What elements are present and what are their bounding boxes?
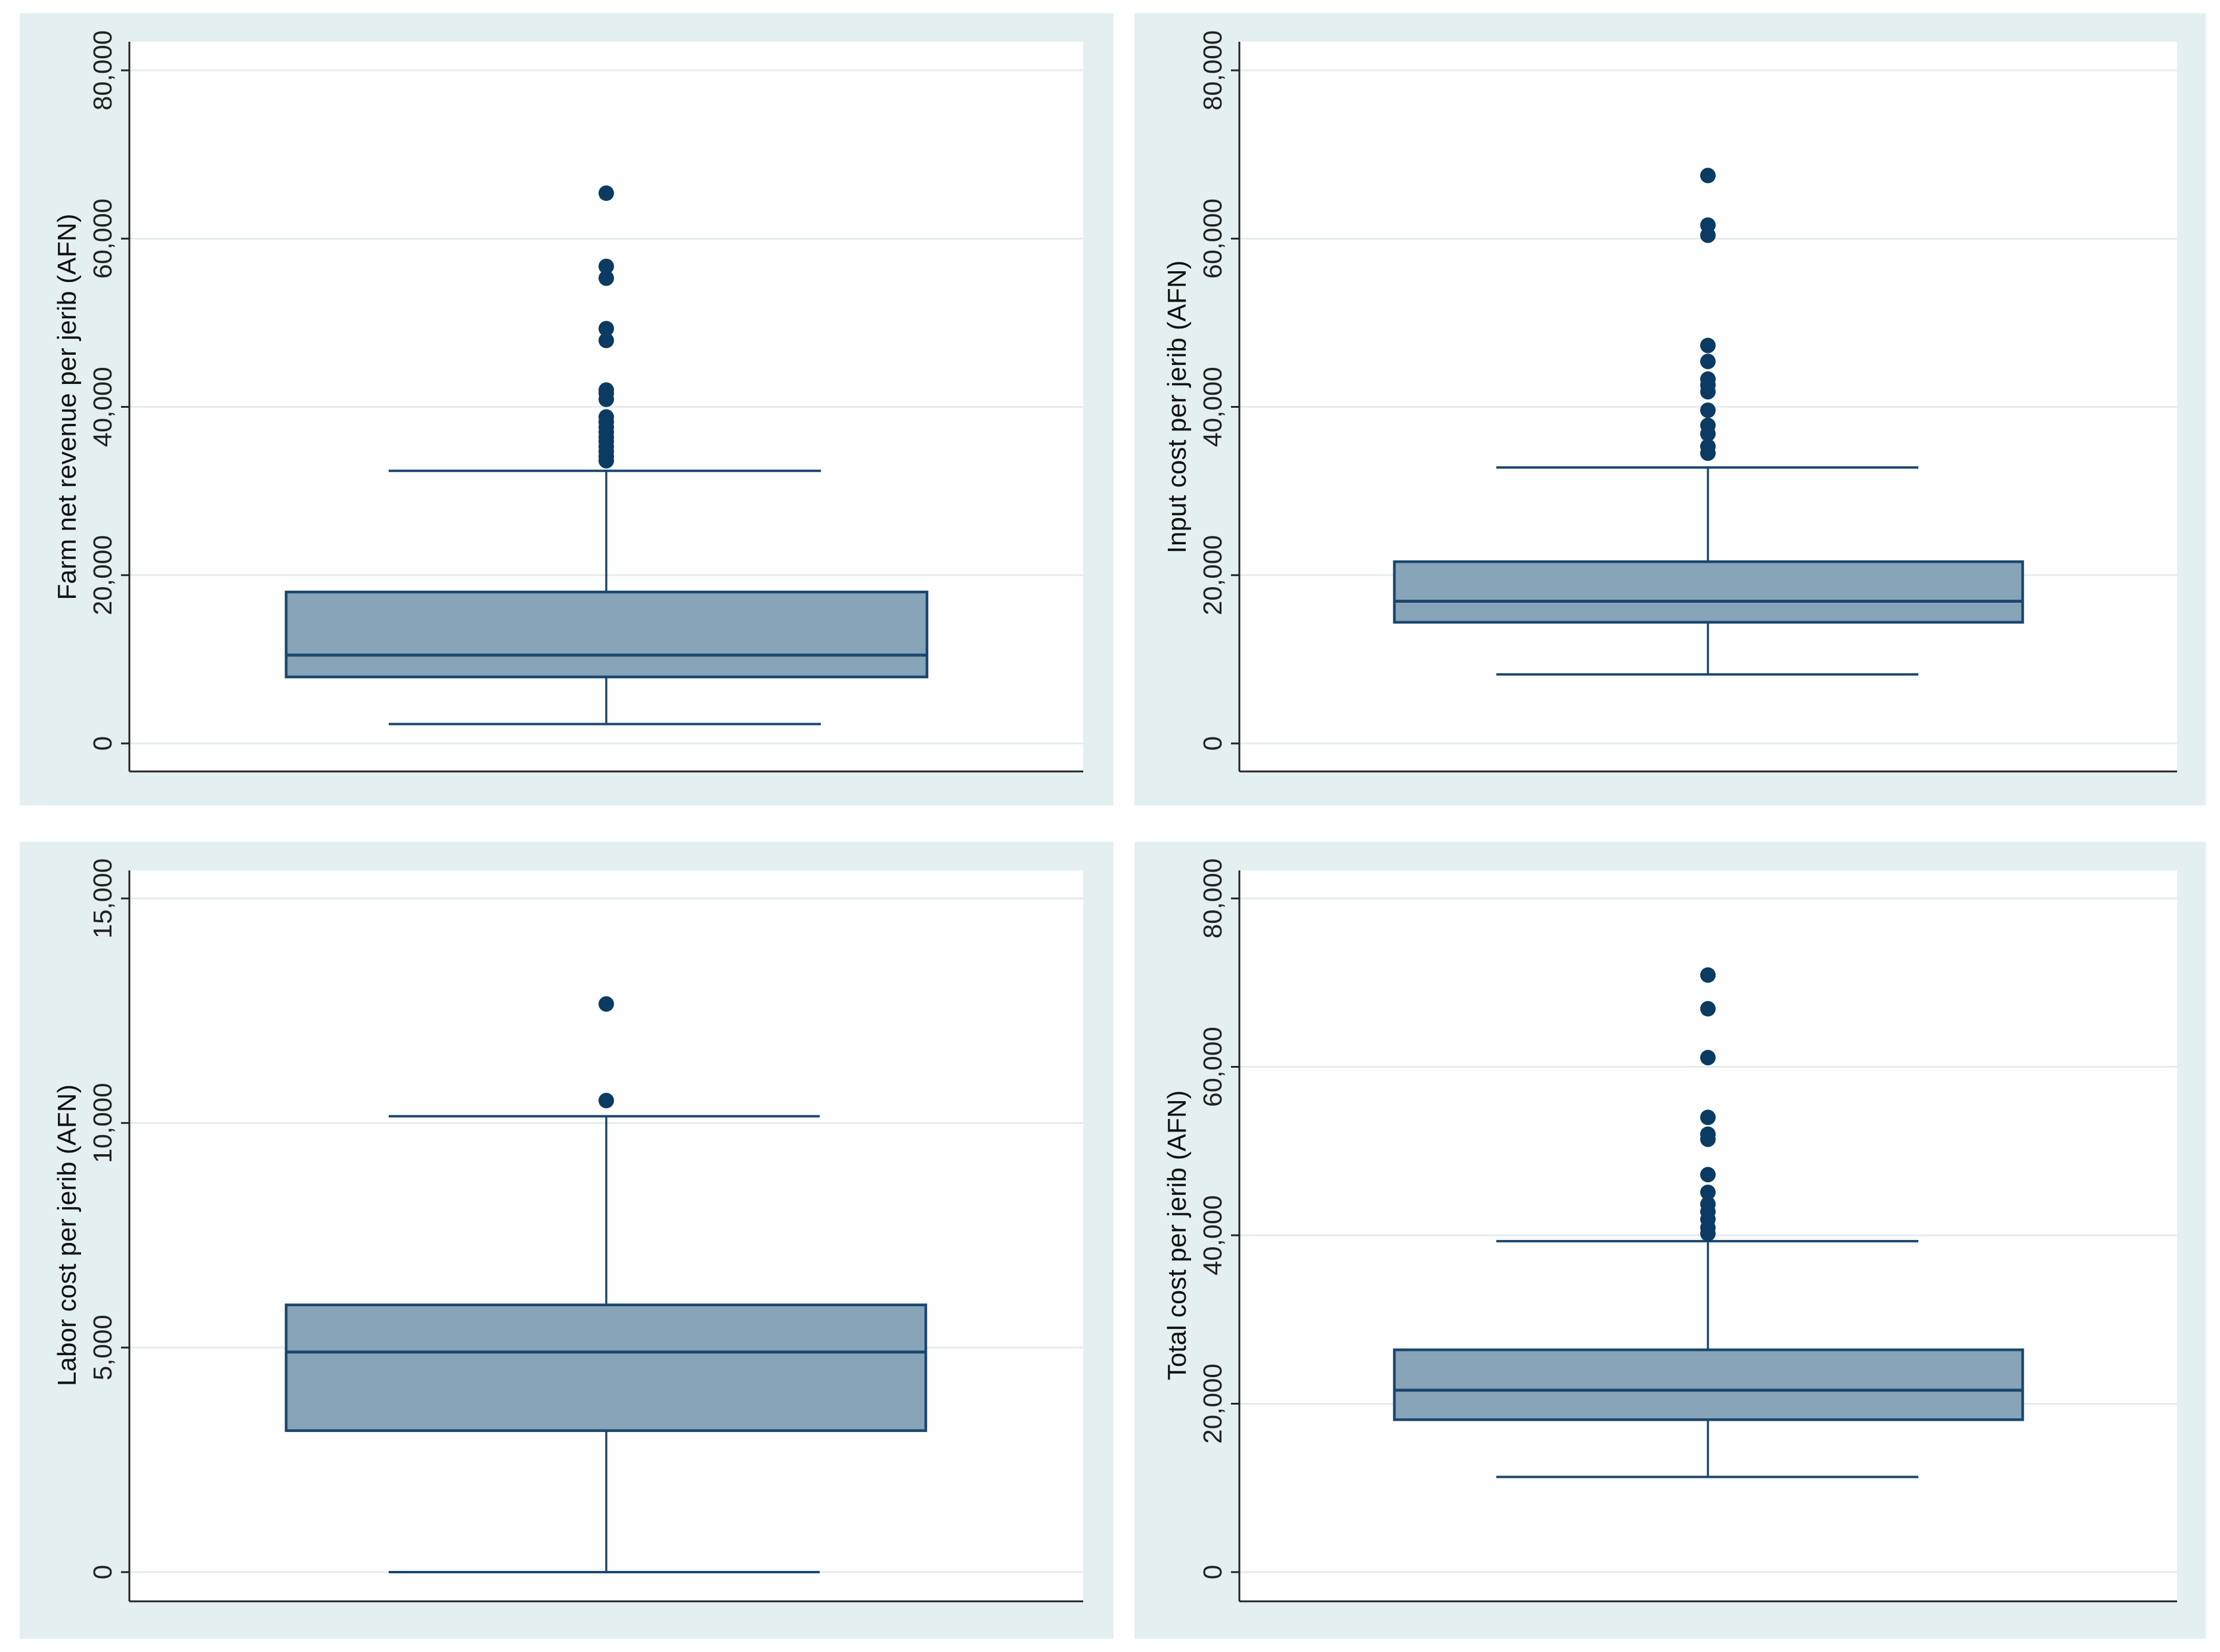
y-tick-label: 60,000 [88,199,117,279]
outlier-point [599,270,614,286]
iqr-box [1393,1348,2024,1421]
y-tick-label: 20,000 [1198,1363,1227,1444]
chart-panel-net-revenue: 0 20,000 40,000 60,000 80,000 Farm net revenu… [20,13,1114,805]
y-tick-label: 0 [88,1565,117,1579]
y-tick-label: 20,000 [1198,535,1227,615]
outlier-point [1700,1167,1716,1183]
outlier-point [599,1093,614,1108]
y-tick-label: 80,000 [88,30,117,111]
chart-panel-input-cost: 0 20,000 40,000 60,000 80,000 Input cost per … [1134,13,2206,805]
y-tick-label: 60,000 [1198,199,1227,279]
outlier-point [599,185,614,202]
outlier-point [1700,1109,1716,1126]
outlier-point [599,409,614,425]
y-tick-label: 40,000 [88,367,117,447]
outlier-point [1700,354,1716,370]
outlier-point [599,996,614,1012]
outlier-point [599,258,614,274]
y-tick-label: 40,000 [1198,1195,1227,1276]
chart-panel-labor-cost: 0 5,000 10,000 15,000 Labor cost per jerib (… [20,842,1114,1639]
iqr-box [1393,560,2024,624]
y-tick-label: 60,000 [1198,1027,1227,1107]
outlier-point [1700,417,1716,433]
outlier-point [1700,967,1716,983]
outlier-point [599,321,614,337]
outlier-point [1700,168,1716,184]
y-tick-label: 80,000 [1198,858,1227,939]
outlier-point [1700,402,1716,419]
outlier-point [1700,1049,1716,1065]
chart-panel-total-cost: 0 20,000 40,000 60,000 80,000 Total cost per … [1134,842,2206,1639]
outlier-point [1700,1126,1716,1142]
y-tick-label: 10,000 [88,1083,117,1163]
y-tick-label: 20,000 [88,535,117,615]
iqr-box [284,590,929,678]
outlier-point [1700,1196,1716,1212]
y-tick-label: 0 [1198,1565,1227,1579]
outlier-point [1700,1184,1716,1200]
iqr-box [284,1303,928,1432]
y-axis-label: Farm net revenue per jerib (AFN) [52,214,82,600]
outlier-point [1700,371,1716,387]
y-tick-label: 5,000 [88,1315,117,1380]
y-axis-label: Total cost per jerib (AFN) [1162,1090,1192,1381]
outlier-point [599,382,614,398]
outlier-point [599,333,614,349]
outlier-point [1700,438,1716,454]
y-tick-label: 40,000 [1198,367,1227,447]
y-axis-label: Labor cost per jerib (AFN) [52,1084,82,1386]
y-tick-label: 0 [88,736,117,751]
outlier-point [1700,1001,1716,1017]
y-tick-label: 15,000 [88,858,117,939]
y-tick-label: 80,000 [1198,30,1227,111]
outlier-point [1700,337,1716,354]
y-tick-label: 0 [1198,736,1227,751]
y-axis-label: Input cost per jerib (AFN) [1162,261,1192,554]
outlier-point [1700,217,1716,233]
